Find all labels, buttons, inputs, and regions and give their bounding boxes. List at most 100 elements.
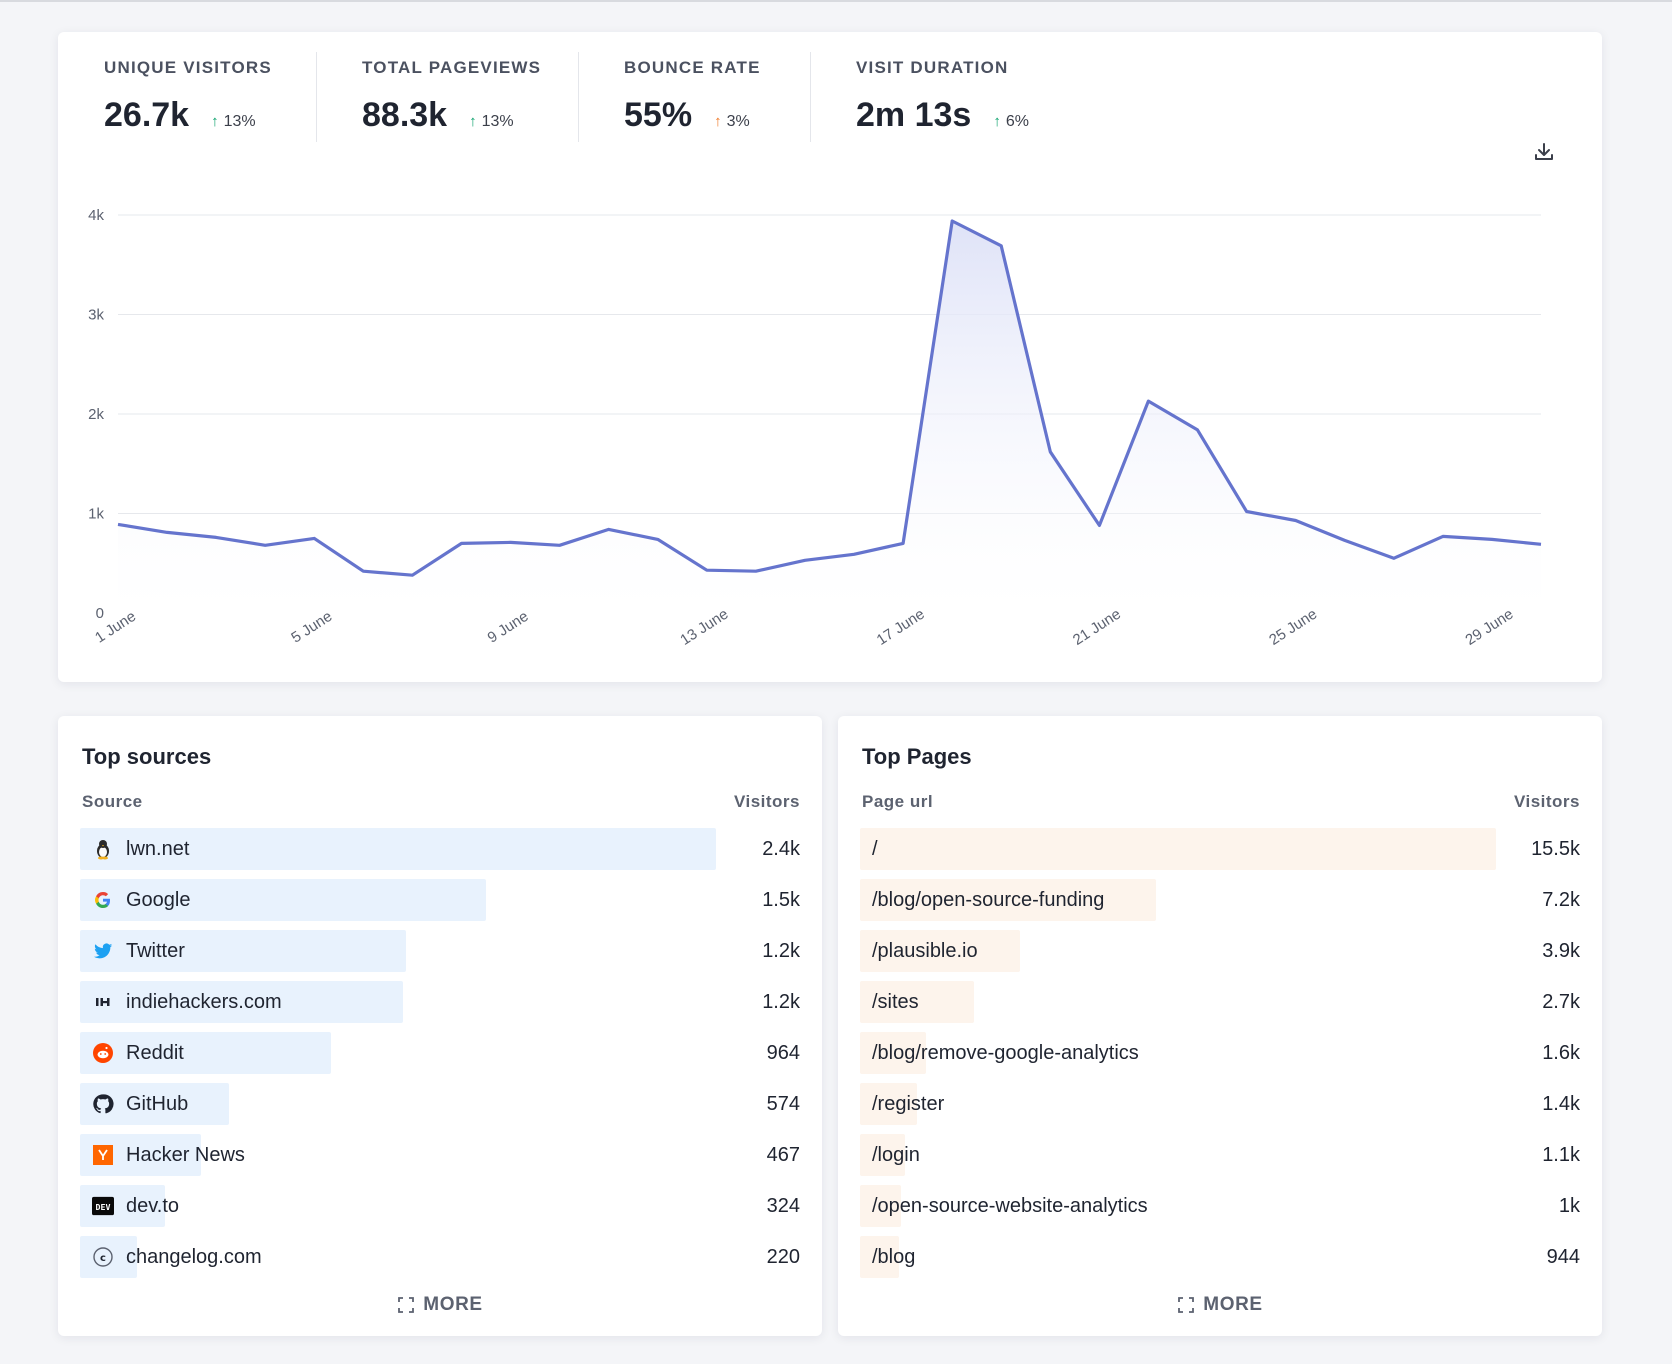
data-point[interactable] [1339,534,1351,546]
list-item[interactable]: Twitter 1.2k [80,928,800,979]
list-item[interactable]: /blog/remove-google-analytics 1.6k [860,1030,1580,1081]
visitor-bar [860,930,1020,972]
data-point[interactable] [406,569,418,581]
list-item-label[interactable]: Google [92,879,191,921]
data-point[interactable] [308,532,320,544]
list-item-label[interactable]: /blog/open-source-funding [872,879,1104,921]
list-item-value: 1k [1558,1194,1580,1217]
data-point[interactable] [554,539,566,551]
list-item[interactable]: c changelog.com 220 [80,1234,800,1285]
list-item-label[interactable]: indiehackers.com [92,981,282,1023]
list-item-label[interactable]: / [872,828,878,870]
list-item[interactable]: / 15.5k [860,826,1580,877]
list-item-label[interactable]: lwn.net [92,828,189,870]
stat-change: ↑ 6% [993,113,1029,131]
list-item-label[interactable]: /open-source-website-analytics [872,1185,1148,1227]
data-point[interactable] [1192,424,1204,436]
top-sources-card: Top sources Source Visitors lwn.net 2.4k G… [58,716,822,1336]
data-point[interactable] [1044,446,1056,458]
data-point[interactable] [799,554,811,566]
list-item-label[interactable]: /blog [872,1236,915,1278]
list-item-label[interactable]: /plausible.io [872,930,978,972]
list-item-label[interactable]: /sites [872,981,919,1023]
data-point[interactable] [357,565,369,577]
data-point[interactable] [1486,533,1498,545]
data-point[interactable] [603,523,615,535]
stat-change: ↑ 3% [714,113,750,131]
data-point[interactable] [848,548,860,560]
sources-more-button[interactable]: MORE [58,1294,822,1316]
list-item-label[interactable]: Twitter [92,930,185,972]
data-point[interactable] [1388,552,1400,564]
data-point[interactable] [995,240,1007,252]
stat-unique-visitors[interactable]: Unique visitors 26.7k ↑ 13% [104,58,272,135]
devto-icon: DEV [92,1195,114,1217]
data-point[interactable] [259,539,271,551]
data-point[interactable] [897,537,909,549]
list-item-value: 467 [766,1143,800,1166]
list-item[interactable]: indiehackers.com 1.2k [80,979,800,1030]
data-point[interactable] [1142,395,1154,407]
data-point[interactable] [1241,506,1253,518]
list-item-text: /plausible.io [872,939,978,962]
list-item-label[interactable]: Reddit [92,1032,184,1074]
visitor-bar [860,879,1156,921]
data-point[interactable] [946,215,958,227]
list-item-value: 324 [766,1194,800,1217]
tux-icon [92,838,114,860]
list-item[interactable]: /blog/open-source-funding 7.2k [860,877,1580,928]
download-icon[interactable] [1532,140,1556,164]
list-item[interactable]: Reddit 964 [80,1030,800,1081]
list-item[interactable]: Google 1.5k [80,877,800,928]
list-item[interactable]: /plausible.io 3.9k [860,928,1580,979]
data-point[interactable] [210,531,222,543]
visitors-column-header: Visitors [1513,792,1580,811]
data-point[interactable] [1093,519,1105,531]
hacker-news-icon [92,1144,114,1166]
list-item-label[interactable]: /register [872,1083,944,1125]
list-item[interactable]: /blog 944 [860,1234,1580,1285]
data-point[interactable] [161,526,173,538]
data-point[interactable] [652,533,664,545]
x-tick-label: 5 June [288,608,335,647]
list-item[interactable]: /register 1.4k [860,1081,1580,1132]
list-item[interactable]: DEV dev.to 324 [80,1183,800,1234]
stat-change: ↑ 13% [469,113,514,131]
stat-label: Visit duration [856,58,1009,77]
list-item[interactable]: GitHub 574 [80,1081,800,1132]
data-point[interactable] [750,565,762,577]
list-item[interactable]: Hacker News 467 [80,1132,800,1183]
data-point[interactable] [1535,538,1547,550]
stat-change-value: 6% [1005,112,1029,130]
y-tick-label: 3k [88,307,104,324]
reddit-icon [92,1042,114,1064]
list-item-value: 15.5k [1531,837,1580,860]
list-item-label[interactable]: DEV dev.to [92,1185,179,1227]
list-item-label[interactable]: c changelog.com [92,1236,262,1278]
list-item[interactable]: /login 1.1k [860,1132,1580,1183]
data-point[interactable] [455,537,467,549]
github-icon [92,1093,114,1115]
list-item-label[interactable]: Hacker News [92,1134,245,1176]
list-item-label[interactable]: /login [872,1134,920,1176]
list-item-label[interactable]: GitHub [92,1083,188,1125]
list-item-text: /open-source-website-analytics [872,1194,1148,1217]
data-point[interactable] [112,518,124,530]
visitor-bar [860,1083,917,1125]
stat-total-pageviews[interactable]: Total pageviews 88.3k ↑ 13% [362,58,541,135]
pages-more-button[interactable]: MORE [838,1294,1602,1316]
top-border [0,0,1672,2]
list-item[interactable]: /open-source-website-analytics 1k [860,1183,1580,1234]
stat-bounce-rate[interactable]: Bounce rate 55% ↑ 3% [624,58,761,135]
pages-list: / 15.5k/blog/open-source-funding 7.2k/plau… [860,826,1580,1285]
data-point[interactable] [1290,514,1302,526]
data-point[interactable] [701,564,713,576]
stat-divider [316,52,317,142]
data-point[interactable] [505,536,517,548]
data-point[interactable] [1437,530,1449,542]
list-item[interactable]: lwn.net 2.4k [80,826,800,877]
stat-visit-duration[interactable]: Visit duration 2m 13s ↑ 6% [856,58,1029,135]
list-item[interactable]: /sites 2.7k [860,979,1580,1030]
list-item-label[interactable]: /blog/remove-google-analytics [872,1032,1139,1074]
stat-label: Unique visitors [104,58,272,77]
